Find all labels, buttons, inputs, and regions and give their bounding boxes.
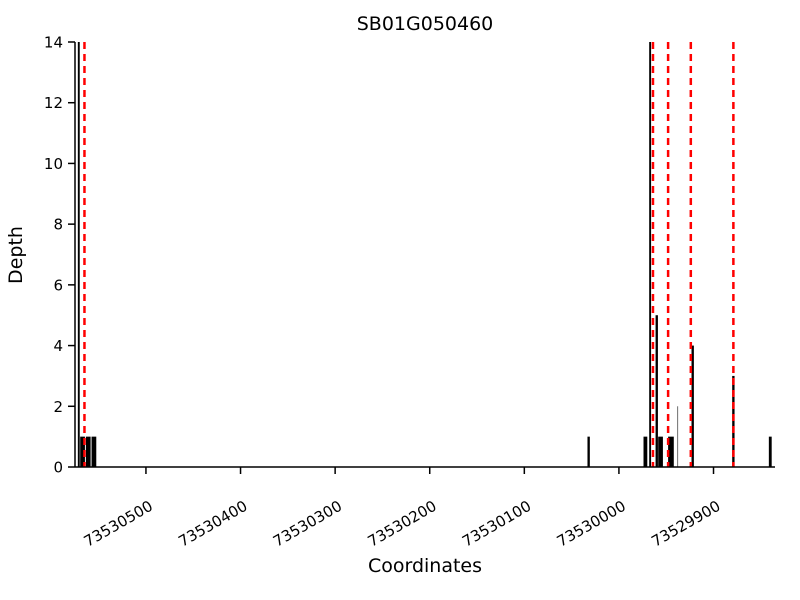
depth-bar xyxy=(655,315,658,467)
marker-lines-layer xyxy=(83,42,735,467)
x-tick-label: 73530300 xyxy=(270,497,345,551)
depth-bar xyxy=(732,375,735,467)
x-tick-label: 73529900 xyxy=(648,497,723,551)
y-tick-label: 6 xyxy=(53,276,63,294)
x-tick-label: 73530200 xyxy=(365,497,440,551)
depth-bar xyxy=(668,436,674,467)
axes-layer xyxy=(74,42,775,468)
depth-bar xyxy=(91,436,97,467)
x-tick-label: 73530500 xyxy=(81,497,156,551)
depth-bar xyxy=(85,436,91,467)
y-tick-label: 2 xyxy=(53,398,63,416)
depth-bar xyxy=(587,436,590,467)
depth-bar xyxy=(768,436,772,467)
y-tick-label: 12 xyxy=(44,94,63,112)
x-tick-label: 73530000 xyxy=(554,497,629,551)
y-tick-label: 8 xyxy=(53,216,63,234)
depth-bar xyxy=(80,436,85,467)
depth-bar xyxy=(658,436,663,467)
chart-title: SB01G050460 xyxy=(357,13,494,35)
ticks-layer: 0 2 4 6 8 10 12 14 73530500 73530400 73530300 73530… xyxy=(44,34,724,551)
depth-bar xyxy=(677,406,679,467)
depth-bar xyxy=(643,436,648,467)
x-tick-label: 73530400 xyxy=(175,497,250,551)
depth-bar xyxy=(649,42,652,467)
x-tick-label: 73530100 xyxy=(459,497,534,551)
y-axis-label: Depth xyxy=(5,226,27,284)
y-tick-label: 0 xyxy=(53,459,63,477)
depth-bar xyxy=(77,42,80,467)
y-tick-label: 10 xyxy=(44,155,63,173)
y-tick-label: 14 xyxy=(44,34,63,52)
x-axis-label: Coordinates xyxy=(368,555,482,577)
y-tick-label: 4 xyxy=(53,337,63,355)
bars-layer xyxy=(77,42,772,467)
depth-bar xyxy=(691,345,694,467)
